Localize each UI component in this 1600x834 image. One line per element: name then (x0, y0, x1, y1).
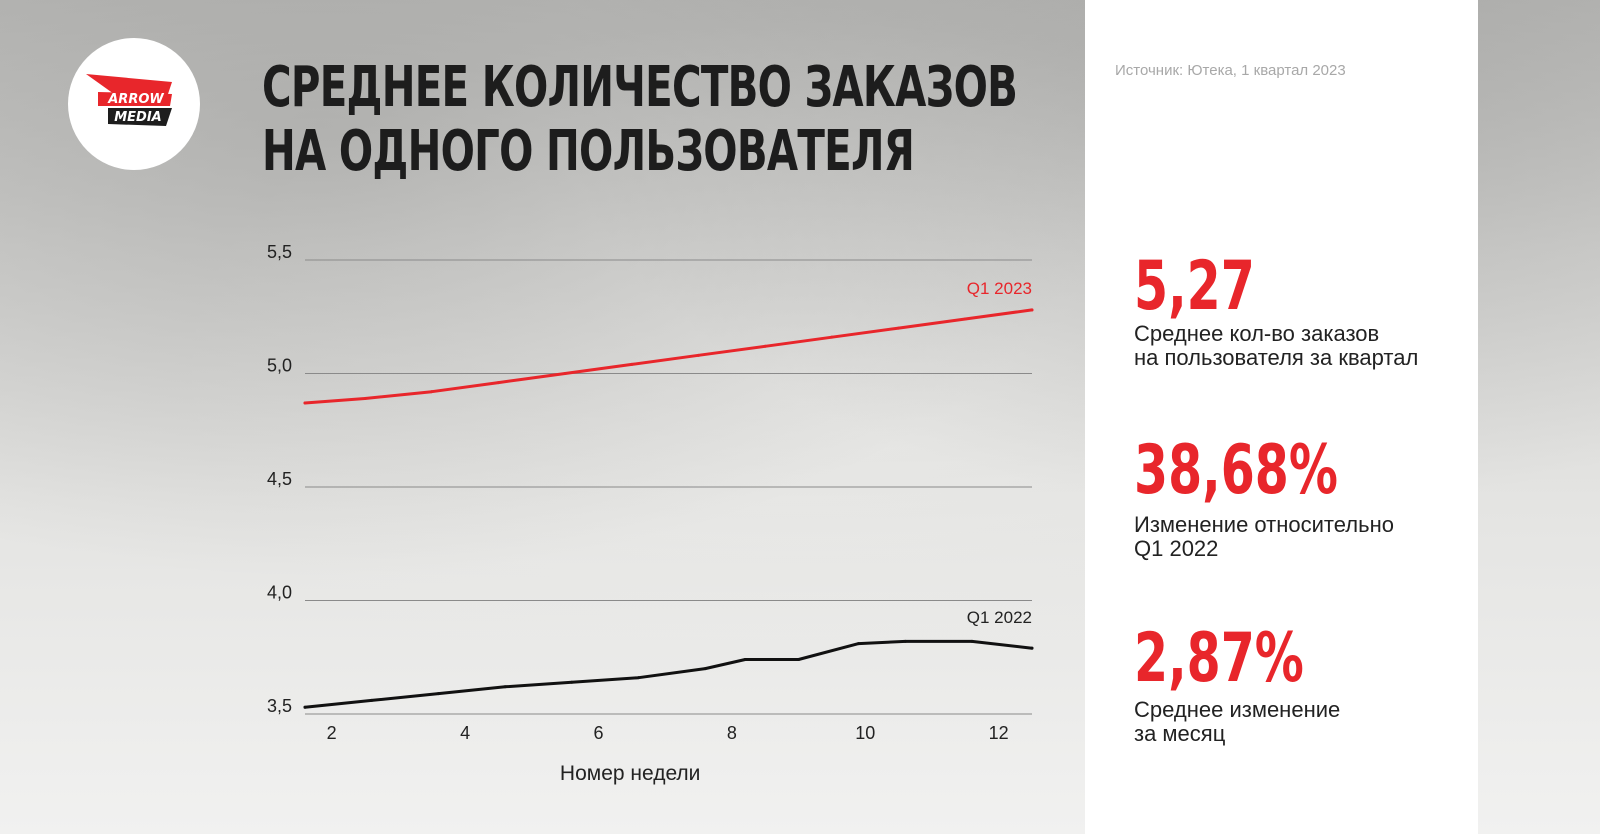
series-line-0 (303, 308, 1034, 405)
data-point-s1-9 (857, 642, 861, 646)
stat-orders-desc-1: Среднее кол-во заказов (1134, 321, 1380, 346)
y-tick-label-0: 3,5 (267, 696, 292, 716)
logo-text-media: MEDIA (114, 110, 162, 125)
data-point-s0-11 (1030, 308, 1034, 312)
stat-monthly-desc-2: за месяц (1134, 721, 1226, 746)
source-note: Источник: Ютека, 1 квартал 2023 (1115, 62, 1346, 79)
logo-icon: ARROW MEDIA (86, 74, 172, 126)
x-tick-label-0: 2 (327, 723, 337, 743)
data-point-s0-5 (630, 362, 634, 366)
data-point-s1-2 (436, 692, 440, 696)
x-axis-ticks: 2 4 6 8 10 12 (327, 723, 1009, 743)
series-label-1: Q1 2022 (967, 608, 1032, 627)
logo-text-arrow: ARROW (107, 92, 164, 107)
y-axis-ticks: 3,5 4,0 4,5 5,0 5,5 (267, 242, 292, 716)
series-label-0: Q1 2023 (967, 279, 1032, 298)
grid-layer (305, 259, 1032, 715)
y-tick-label-3: 5,0 (267, 356, 292, 376)
data-point-s1-6 (703, 667, 707, 671)
y-tick-label-1: 4,0 (267, 583, 292, 603)
data-point-s0-4 (563, 372, 567, 375)
arrow-media-logo: ARROW MEDIA (68, 38, 200, 170)
y-tick-label-4: 5,5 (267, 242, 292, 262)
x-axis-title: Номер недели (560, 762, 701, 785)
data-point-s0-10 (963, 317, 967, 321)
data-point-s1-1 (370, 698, 374, 702)
data-point-s1-7 (743, 658, 747, 662)
stat-change-desc-2: Q1 2022 (1134, 536, 1219, 561)
page-title: СРЕДНЕЕ КОЛИЧЕСТВО ЗАКАЗОВ НА ОДНОГО ПОЛ… (262, 56, 1018, 184)
y-tick-label-2: 4,5 (267, 469, 292, 489)
x-tick-label-3: 8 (727, 723, 737, 743)
x-tick-label-4: 10 (855, 723, 875, 743)
data-point-s1-10 (903, 639, 907, 643)
data-point-s1-0 (303, 705, 307, 709)
data-point-s1-12 (1030, 646, 1034, 650)
data-point-s0-9 (897, 326, 901, 330)
data-point-s1-3 (503, 685, 507, 689)
series-line-1 (303, 639, 1034, 709)
data-point-s0-1 (363, 396, 367, 400)
data-point-s1-11 (970, 639, 974, 643)
stat-monthly-desc-1: Среднее изменение (1134, 697, 1341, 722)
series-layer: Q1 2023 Q1 2022 (303, 279, 1034, 709)
x-tick-label-1: 4 (460, 723, 470, 743)
x-tick-label-5: 12 (989, 723, 1009, 743)
data-point-s0-2 (430, 390, 434, 394)
title-line-2: НА ОДНОГО ПОЛЬЗОВАТЕЛЯ (262, 119, 915, 184)
data-point-s1-4 (570, 680, 574, 684)
stat-orders-value: 5,27 (1134, 247, 1255, 326)
stat-monthly-value: 2,87% (1134, 619, 1304, 698)
data-point-s1-8 (797, 658, 801, 662)
data-point-s0-0 (303, 401, 307, 405)
stat-change-desc-1: Изменение относительно (1134, 512, 1394, 537)
x-tick-label-2: 6 (593, 723, 603, 743)
stat-change-value: 38,68% (1134, 431, 1338, 510)
data-point-s0-8 (830, 335, 834, 339)
data-point-s0-7 (763, 344, 767, 348)
data-point-s0-3 (496, 381, 500, 385)
data-point-s0-6 (697, 353, 701, 357)
stats-panel (1085, 0, 1478, 834)
stat-orders-desc-2: на пользователя за квартал (1134, 345, 1419, 370)
data-point-s1-5 (636, 676, 640, 680)
